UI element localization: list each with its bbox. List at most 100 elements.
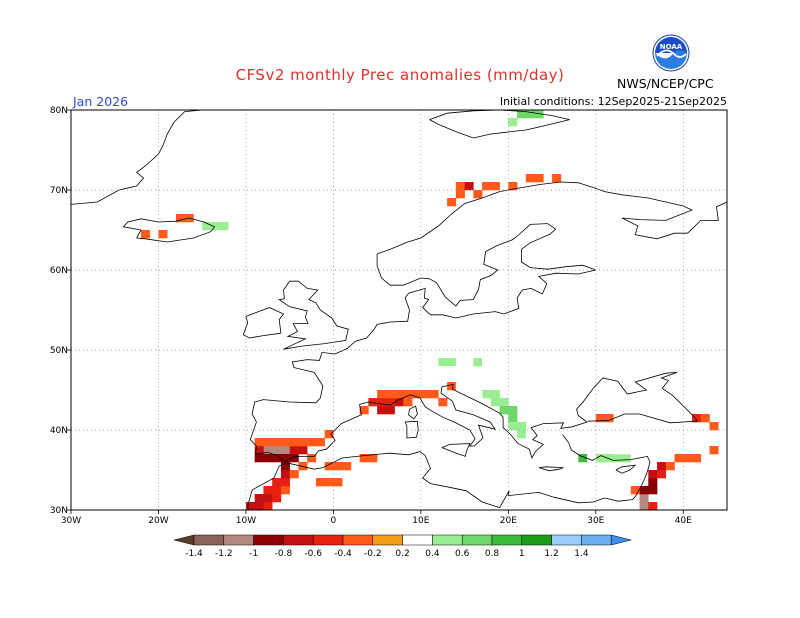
anomaly-cell [447, 366, 457, 375]
coastline [249, 372, 699, 463]
anomaly-cell [438, 246, 448, 255]
anomaly-cell [639, 454, 649, 463]
anomaly-cell [394, 254, 404, 263]
colorbar-label: -0.6 [304, 549, 322, 559]
anomaly-cell [595, 318, 605, 327]
initial-conditions: Initial conditions: 12Sep2025-21Sep2025 [499, 95, 727, 108]
anomaly-cell [683, 318, 693, 327]
anomaly-cell [578, 254, 588, 263]
anomaly-cell [569, 430, 579, 439]
anomaly-cell [412, 390, 422, 399]
anomaly-cell [709, 318, 719, 327]
forecast-month: Jan 2026 [73, 94, 129, 109]
anomaly-cell [604, 454, 614, 463]
anomaly-cell [420, 246, 430, 255]
anomaly-cell [324, 430, 334, 439]
anomaly-cell [272, 446, 282, 455]
coastline [278, 280, 349, 350]
colorbar-label: 1.4 [574, 549, 589, 559]
anomaly-cell [289, 438, 299, 447]
anomaly-cell [193, 230, 203, 239]
anomaly-cell [272, 494, 282, 503]
anomaly-cell [473, 422, 483, 431]
anomaly-cell [438, 398, 448, 407]
colorbar-label: 0.6 [455, 549, 470, 559]
anomaly-cell [665, 318, 675, 327]
anomaly-cell [263, 502, 273, 510]
anomaly-cell [263, 494, 273, 503]
anomaly-cell [657, 446, 667, 455]
anomaly-cell [289, 454, 299, 463]
coastline [441, 443, 471, 457]
anomaly-cell [394, 342, 404, 351]
anomaly-cell [377, 398, 387, 407]
anomaly-cell [158, 166, 168, 175]
anomaly-cell [394, 398, 404, 407]
anomaly-cell [333, 390, 343, 399]
anomaly-cell [622, 326, 632, 335]
anomaly-cell [324, 462, 334, 471]
anomaly-cell [595, 414, 605, 423]
anomaly-cell [639, 334, 649, 343]
anomaly-cell [560, 350, 570, 359]
anomaly-cell [569, 438, 579, 447]
colorbar-swatch [432, 534, 463, 546]
x-tick-label: 10E [412, 516, 429, 526]
anomaly-cell [377, 406, 387, 415]
anomaly-cell [464, 350, 474, 359]
coastline [429, 223, 596, 307]
anomaly-cell [455, 182, 465, 191]
anomaly-cell [665, 446, 675, 455]
anomaly-cell [333, 478, 343, 487]
colorbar-swatch [283, 534, 314, 546]
anomaly-cell [307, 454, 317, 463]
y-tick-label: 70N [50, 186, 68, 196]
anomaly-cell [525, 174, 535, 183]
anomaly-cell [167, 166, 177, 175]
anomaly-cell [289, 470, 299, 479]
anomaly-cell [622, 446, 632, 455]
anomaly-cell [499, 118, 509, 127]
coastline [254, 269, 596, 404]
anomaly-cell [648, 438, 658, 447]
anomaly-cell [648, 326, 658, 335]
svg-text:NOAA: NOAA [660, 43, 683, 51]
anomaly-cell [543, 118, 553, 127]
anomaly-cell [508, 358, 518, 367]
anomaly-cell [79, 190, 89, 199]
anomaly-cell [630, 486, 640, 495]
anomaly-cell [718, 318, 727, 327]
anomaly-cell [447, 382, 457, 391]
colorbar-swatch [223, 534, 254, 546]
anomaly-cell [464, 182, 474, 191]
anomaly-cell [464, 230, 474, 239]
chart-title: CFSv2 monthly Prec anomalies (mm/day) [235, 66, 565, 84]
anomaly-cell [709, 422, 719, 431]
anomaly-cell [429, 358, 439, 367]
anomaly-cell [228, 222, 238, 231]
anomaly-cell [692, 318, 702, 327]
anomaly-cell [473, 190, 483, 199]
anomaly-cell [473, 390, 483, 399]
anomaly-cell [359, 454, 369, 463]
colorbar-label: -0.8 [275, 549, 293, 559]
agency-label: NWS/NCEP/CPC [617, 76, 714, 91]
anomaly-cell [280, 470, 290, 479]
anomaly-cell [587, 302, 597, 311]
coastline [404, 420, 419, 439]
x-tick-label: 30E [587, 516, 604, 526]
anomaly-cell [307, 438, 317, 447]
anomaly-cell [420, 366, 430, 375]
anomaly-cell [525, 430, 535, 439]
colorbar-swatch [551, 534, 582, 546]
anomaly-cell [587, 254, 597, 263]
anomaly-cell [394, 462, 404, 471]
coastline [429, 110, 570, 139]
anomaly-cell [412, 254, 422, 263]
x-tick-label: 10W [236, 516, 256, 526]
anomaly-cell [622, 310, 632, 319]
colorbar-label: 0.4 [425, 549, 440, 559]
anomaly-cell [622, 454, 632, 463]
colorbar-swatch [581, 534, 612, 546]
anomaly-cell [639, 486, 649, 495]
